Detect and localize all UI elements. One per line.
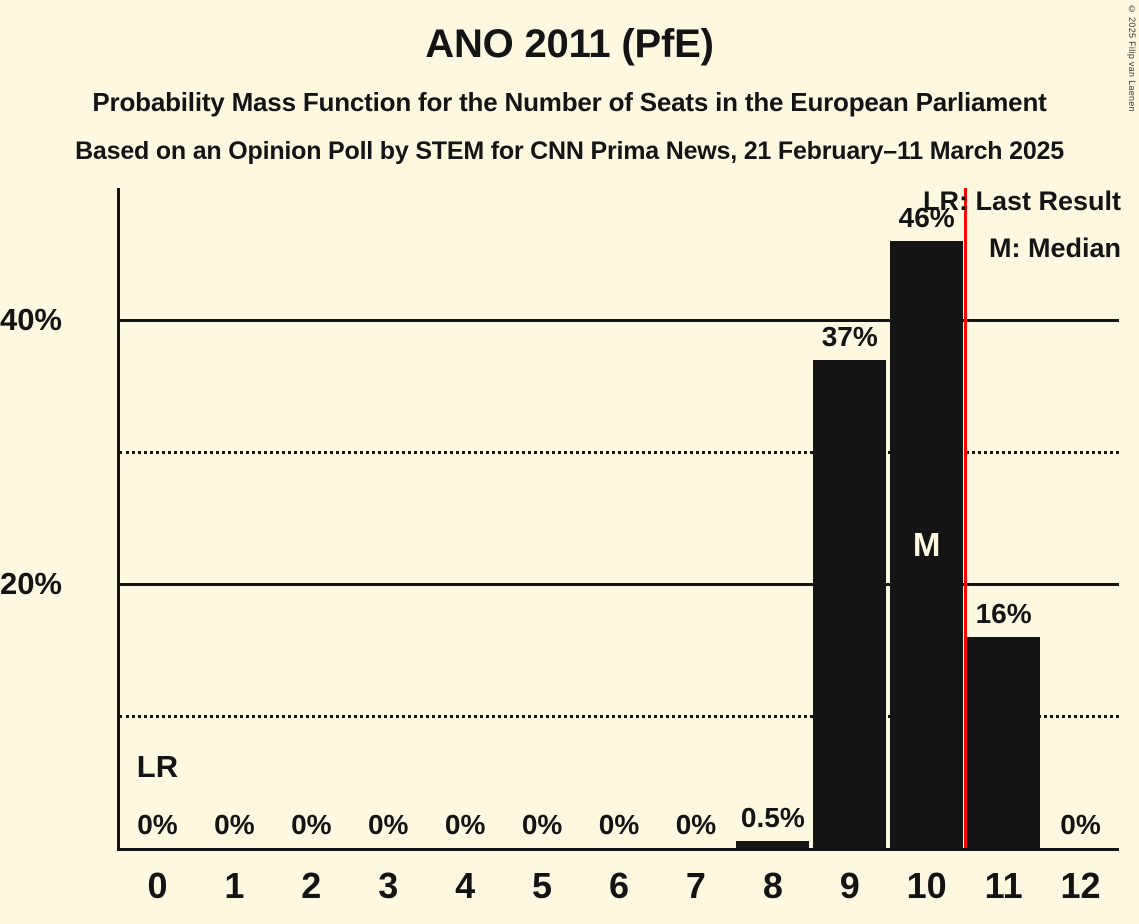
last-result-marker: LR: [136, 749, 179, 784]
x-tick-5: 5: [532, 865, 553, 906]
page-title: ANO 2011 (PfE): [425, 22, 714, 66]
x-axis-line: [117, 848, 1119, 851]
bar-value-seat-3: 0%: [367, 809, 409, 840]
bar-seat-8: [736, 841, 810, 848]
legend-last-result: LR: Last Result: [922, 186, 1121, 216]
x-tick-11: 11: [984, 865, 1023, 906]
gridline-10: [119, 715, 1119, 718]
bar-value-seat-8: 0.5%: [740, 802, 805, 834]
x-tick-6: 6: [608, 865, 629, 906]
x-tick-2: 2: [301, 865, 322, 906]
median-marker: M: [912, 526, 941, 563]
bar-value-seat-2: 0%: [291, 809, 332, 840]
bar-value-seat-11: 16%: [975, 597, 1032, 629]
legend-median: M: Median: [989, 233, 1121, 263]
x-tick-4: 4: [455, 865, 476, 906]
chart-subtitle: Probability Mass Function for the Number…: [92, 87, 1047, 117]
bar-seat-9: [813, 359, 887, 848]
gridline-30: [119, 451, 1119, 454]
bar-seat-11: [967, 636, 1041, 848]
bar-value-seat-10: 46%: [898, 201, 955, 233]
x-tick-0: 0: [147, 865, 168, 906]
y-axis-line: [117, 188, 120, 851]
last-result-line: [964, 188, 968, 848]
bar-value-seat-0: 0%: [137, 809, 178, 840]
bar-value-seat-12: 0%: [1060, 809, 1101, 840]
x-tick-12: 12: [1060, 865, 1101, 906]
x-tick-8: 8: [762, 865, 783, 906]
gridline-40: [119, 319, 1119, 322]
x-tick-9: 9: [839, 865, 860, 906]
y-axis-label-20: 20%: [0, 566, 62, 601]
copyright-notice: © 2025 Filip van Laenen: [1127, 4, 1137, 112]
x-tick-10: 10: [906, 865, 947, 906]
x-tick-7: 7: [685, 865, 706, 906]
y-axis-label-40: 40%: [0, 302, 62, 337]
bar-value-seat-5: 0%: [521, 809, 563, 840]
chart-source-note: Based on an Opinion Poll by STEM for CNN…: [75, 137, 1064, 165]
bar-value-seat-1: 0%: [214, 809, 255, 840]
x-tick-3: 3: [378, 865, 399, 906]
bar-seat-10: [890, 240, 964, 848]
bar-value-seat-7: 0%: [675, 809, 717, 840]
bar-value-seat-6: 0%: [598, 809, 640, 840]
bar-value-seat-9: 37%: [821, 320, 878, 352]
gridline-20: [119, 583, 1119, 586]
x-tick-1: 1: [224, 865, 245, 906]
bar-value-seat-4: 0%: [444, 809, 486, 840]
